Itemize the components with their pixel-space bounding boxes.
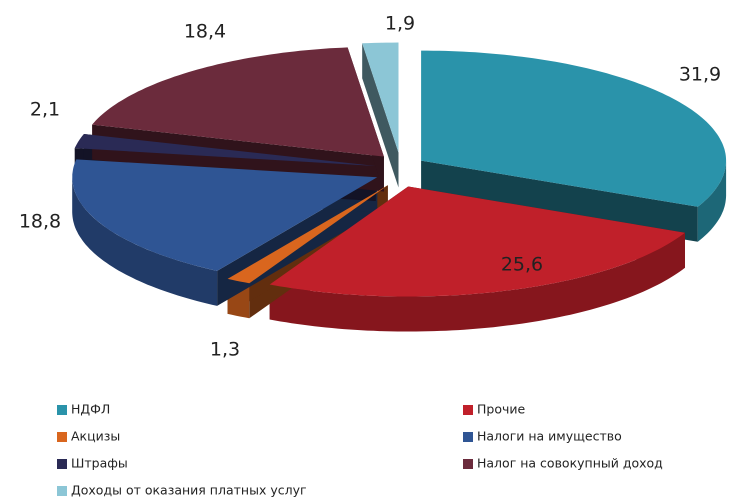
slice [227, 185, 388, 284]
legend-swatch [463, 432, 473, 442]
legend-label: Штрафы [71, 456, 128, 471]
data-label: 31,9 [679, 64, 721, 86]
data-label: 2,1 [30, 99, 60, 121]
legend-swatch [463, 405, 473, 415]
slice-side [697, 160, 727, 242]
data-label: 25,6 [501, 254, 543, 276]
slice [269, 186, 685, 297]
slice [92, 47, 384, 157]
legend-swatch [463, 459, 473, 469]
data-label: 1,3 [210, 339, 240, 361]
legend-swatch [57, 486, 67, 496]
legend-swatch [57, 432, 67, 442]
legend-swatch [57, 459, 67, 469]
legend-label: Налог на совокупный доход [477, 456, 663, 471]
legend-swatch [57, 405, 67, 415]
legend-label: Налоги на имущество [477, 429, 622, 444]
data-label: 1,9 [385, 13, 415, 35]
slice-wall [362, 43, 399, 188]
legend-label: Доходы от оказания платных услуг [71, 483, 307, 498]
data-label: 18,8 [19, 211, 61, 233]
legend-label: Прочие [477, 402, 525, 417]
legend-label: НДФЛ [71, 402, 110, 417]
slice [72, 159, 378, 271]
slice [74, 134, 376, 166]
slice-wall [421, 160, 698, 242]
slice-side [72, 177, 218, 306]
slice [362, 42, 399, 153]
slice [421, 50, 727, 207]
slice-side [269, 232, 685, 332]
legend-label: Акцизы [71, 429, 120, 444]
data-label: 18,4 [184, 21, 226, 43]
